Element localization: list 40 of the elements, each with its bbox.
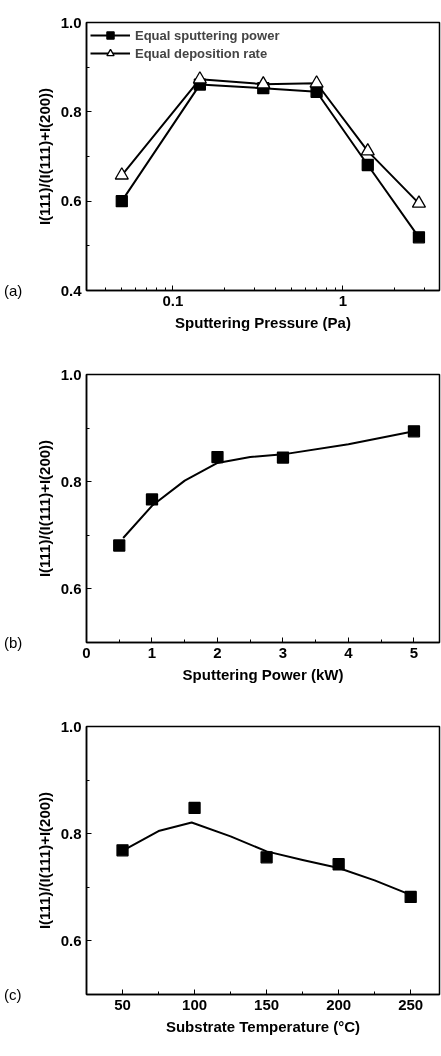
- point: [211, 450, 224, 464]
- y-tick-label: 0.8: [60, 102, 82, 120]
- x-tick-label: 100: [182, 995, 208, 1013]
- x-tick-label: 50: [114, 995, 131, 1013]
- y-tick-label: 1.0: [60, 717, 82, 735]
- x-tick-label: 200: [326, 995, 352, 1013]
- y-tick-label: 0.6: [60, 192, 82, 210]
- x-tick-label: 3: [278, 643, 288, 661]
- x-axis-title: Sputtering Pressure (Pa): [175, 313, 351, 331]
- text: (a): [4, 281, 23, 301]
- text: (c): [4, 985, 22, 1005]
- x-tick-label: 5: [409, 643, 419, 661]
- y-tick-label: 0.4: [60, 281, 83, 299]
- y-axis-title: I(111)/(I(111)+I(200)): [35, 87, 53, 226]
- point: [113, 539, 126, 552]
- legend-label: Equal sputtering power: [135, 26, 280, 44]
- x-tick-label: 0: [82, 643, 91, 661]
- text: (b): [4, 633, 23, 653]
- y-tick-label: 0.6: [60, 579, 82, 597]
- y-axis-title: I(111)/(I(111)+I(200)): [35, 791, 53, 930]
- y-tick-label: 0.8: [60, 472, 82, 490]
- legend-label: Equal deposition rate: [135, 44, 268, 62]
- x-tick-label: 2: [213, 643, 222, 661]
- y-tick-label: 0.6: [60, 931, 82, 949]
- x-tick-label: 4: [344, 643, 354, 661]
- x-tick-label: 0.1: [162, 291, 184, 309]
- point: [145, 493, 159, 506]
- y-tick-label: 1.0: [60, 365, 82, 383]
- point: [188, 801, 201, 815]
- y-tick-label: 1.0: [60, 13, 82, 31]
- x-tick-label: 1: [147, 643, 157, 661]
- x-axis-title: Substrate Temperature (°C): [165, 1017, 361, 1035]
- x-tick-label: 150: [254, 995, 280, 1013]
- x-tick-label: 250: [398, 995, 424, 1013]
- x-tick-label: 1: [338, 291, 348, 309]
- point: [260, 851, 273, 864]
- x-axis-title: Sputtering Power (kW): [182, 665, 344, 683]
- point: [116, 844, 129, 857]
- y-tick-label: 0.8: [60, 824, 82, 842]
- y-axis-title: I(111)/(I(111)+I(200)): [35, 439, 53, 578]
